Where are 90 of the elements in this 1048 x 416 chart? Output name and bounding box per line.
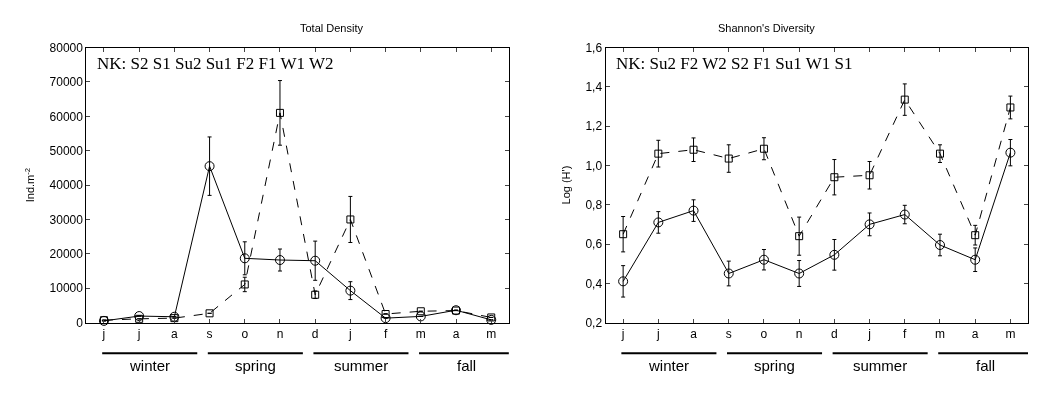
x-tick-label: m [486,327,497,341]
y-axis-title: Log (H') [560,165,573,205]
point [654,149,663,158]
y-tick-label: 80000 [49,40,84,55]
x-tick-label: f [383,327,388,341]
y-tick-label: 0 [76,315,84,330]
point [345,285,356,296]
point [795,232,804,241]
x-tick-label: a [452,327,460,341]
x-tick-label: m [415,327,426,341]
y-tick-label: 0,8 [585,197,603,212]
point [1006,103,1015,112]
chart-title: Shannon's Diversity [718,22,816,34]
point [794,268,805,279]
x-tick-label: s [206,327,213,341]
point [900,95,909,104]
text: spring [754,357,795,374]
point [830,173,839,182]
chart-title: Total Density [300,22,364,34]
x-tick-label: d [831,327,838,341]
y-tick-label: 20000 [49,247,84,262]
x-tick-label: n [795,327,803,341]
x-tick-label: o [760,327,768,341]
point [380,313,391,324]
x-tick-label: n [276,327,284,341]
point [970,254,981,265]
y-tick-label: 1,0 [585,158,603,173]
point [618,276,629,287]
x-tick-label: j [656,327,660,341]
point [204,161,215,172]
point [416,307,425,316]
x-tick-label: a [171,327,179,341]
point [829,249,840,260]
y-tick-label: 0,4 [585,276,603,291]
point [275,108,284,117]
text: winter [648,357,690,374]
y-tick-label: 0,6 [585,237,603,252]
y-tick-label: 40000 [49,178,84,193]
point [1005,147,1016,158]
y-tick-label: 0,2 [585,315,603,330]
x-tick-label: m [934,327,945,341]
x-tick-label: j [348,327,352,341]
point [759,144,768,153]
point [688,205,699,216]
y-tick-label: 10000 [49,281,84,296]
point [274,255,285,266]
x-tick-label: j [620,327,625,341]
y-tick-label: 30000 [49,212,84,227]
text: winter [129,357,171,374]
x-tick-label: o [241,327,249,341]
y-tick-label: 60000 [49,109,84,124]
y-tick-label: 1,6 [585,40,603,55]
point [653,217,664,228]
point [899,209,910,220]
point [239,253,250,264]
text: fall [457,357,477,374]
point [724,154,733,163]
text: summer [853,357,908,374]
point [864,219,875,230]
annotation: NK: Su2 F2 W2 S2 F1 Su1 W1 S1 [616,54,853,73]
x-tick-label: j [101,327,106,341]
y-tick-label: 1,2 [585,119,603,134]
text: summer [334,357,389,374]
x-tick-label: j [867,327,871,341]
text: spring [235,357,276,374]
x-tick-label: s [725,327,732,341]
point [865,171,874,180]
point [415,311,426,322]
point [971,231,980,240]
x-tick-label: d [311,327,319,341]
x-tick-label: f [903,327,908,341]
annotation: NK: S2 S1 Su2 Su1 F2 F1 W1 W2 [97,54,334,73]
point [935,149,944,158]
point [723,268,734,279]
y-tick-label: 50000 [49,143,84,158]
x-tick-label: j [136,327,141,341]
point [240,280,249,289]
x-tick-label: a [690,327,698,341]
point [619,230,628,239]
point [205,309,214,318]
point [934,240,945,250]
point [758,254,769,265]
point [689,145,698,154]
point [346,215,355,224]
x-tick-label: m [1005,327,1016,341]
y-tick-label: 1,4 [585,80,603,95]
text: fall [976,357,996,374]
point [310,255,321,266]
y-tick-label: 70000 [49,75,84,90]
x-tick-label: a [971,327,979,341]
